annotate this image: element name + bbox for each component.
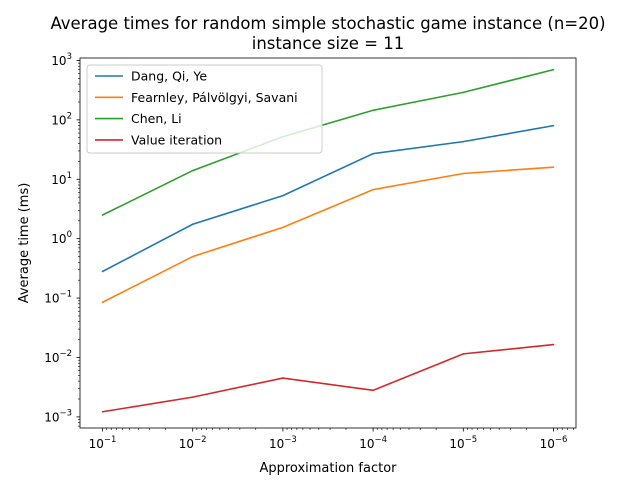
data-point bbox=[462, 140, 465, 143]
legend-label: Fearnley, Pálvölgyi, Savani bbox=[131, 90, 298, 105]
plot-frame bbox=[79, 57, 577, 429]
data-point bbox=[101, 301, 104, 304]
legend-entries: Dang, Qi, Ye Fearnley, Pálvölgyi, Savani C… bbox=[95, 69, 298, 147]
y-tick-label: 10−1 bbox=[44, 290, 72, 306]
data-point bbox=[101, 410, 104, 413]
y-tick-label: 10−3 bbox=[44, 408, 72, 424]
legend: Dang, Qi, Ye Fearnley, Pálvölgyi, Savani C… bbox=[86, 64, 323, 154]
chart-title-line2: instance size = 11 bbox=[252, 34, 404, 53]
series-group bbox=[101, 68, 555, 413]
legend-box bbox=[86, 64, 323, 154]
y-tick-label: 103 bbox=[51, 52, 72, 68]
data-point bbox=[282, 194, 284, 197]
data-point bbox=[191, 255, 194, 258]
data-point bbox=[462, 353, 465, 355]
data-point bbox=[101, 214, 104, 216]
data-point bbox=[372, 389, 374, 392]
y-tick-label: 100 bbox=[51, 230, 72, 246]
data-point bbox=[101, 270, 104, 273]
data-point bbox=[552, 68, 555, 71]
series-line-2 bbox=[102, 166, 554, 303]
y-tick-label: 101 bbox=[51, 171, 72, 187]
y-tick-label: 102 bbox=[51, 111, 72, 127]
data-point bbox=[462, 91, 465, 94]
data-point bbox=[191, 223, 194, 226]
y-tick-label: 10−2 bbox=[44, 349, 72, 365]
legend-label: Dang, Qi, Ye bbox=[131, 69, 207, 84]
data-point bbox=[191, 169, 194, 172]
data-point bbox=[552, 124, 555, 127]
data-point bbox=[372, 188, 374, 191]
legend-label: Chen, Li bbox=[131, 111, 182, 126]
chart-title-line1: Average times for random simple stochast… bbox=[50, 14, 605, 33]
data-point bbox=[462, 172, 465, 175]
data-point bbox=[282, 377, 284, 379]
data-point bbox=[282, 226, 284, 229]
series-line-1 bbox=[102, 124, 554, 273]
y-axis-ticks: 10−3 10−2 10−1 100 101 102 103 bbox=[44, 52, 80, 427]
series-line-4 bbox=[102, 343, 554, 413]
data-point bbox=[191, 396, 194, 398]
x-axis-label: Approximation factor bbox=[259, 461, 397, 476]
data-point bbox=[372, 109, 374, 112]
data-point bbox=[552, 166, 555, 168]
y-axis-label: Average time (ms) bbox=[17, 183, 32, 304]
data-point bbox=[552, 343, 555, 346]
legend-label: Value iteration bbox=[131, 132, 222, 147]
series-line-3 bbox=[102, 68, 554, 216]
data-point bbox=[372, 152, 374, 155]
